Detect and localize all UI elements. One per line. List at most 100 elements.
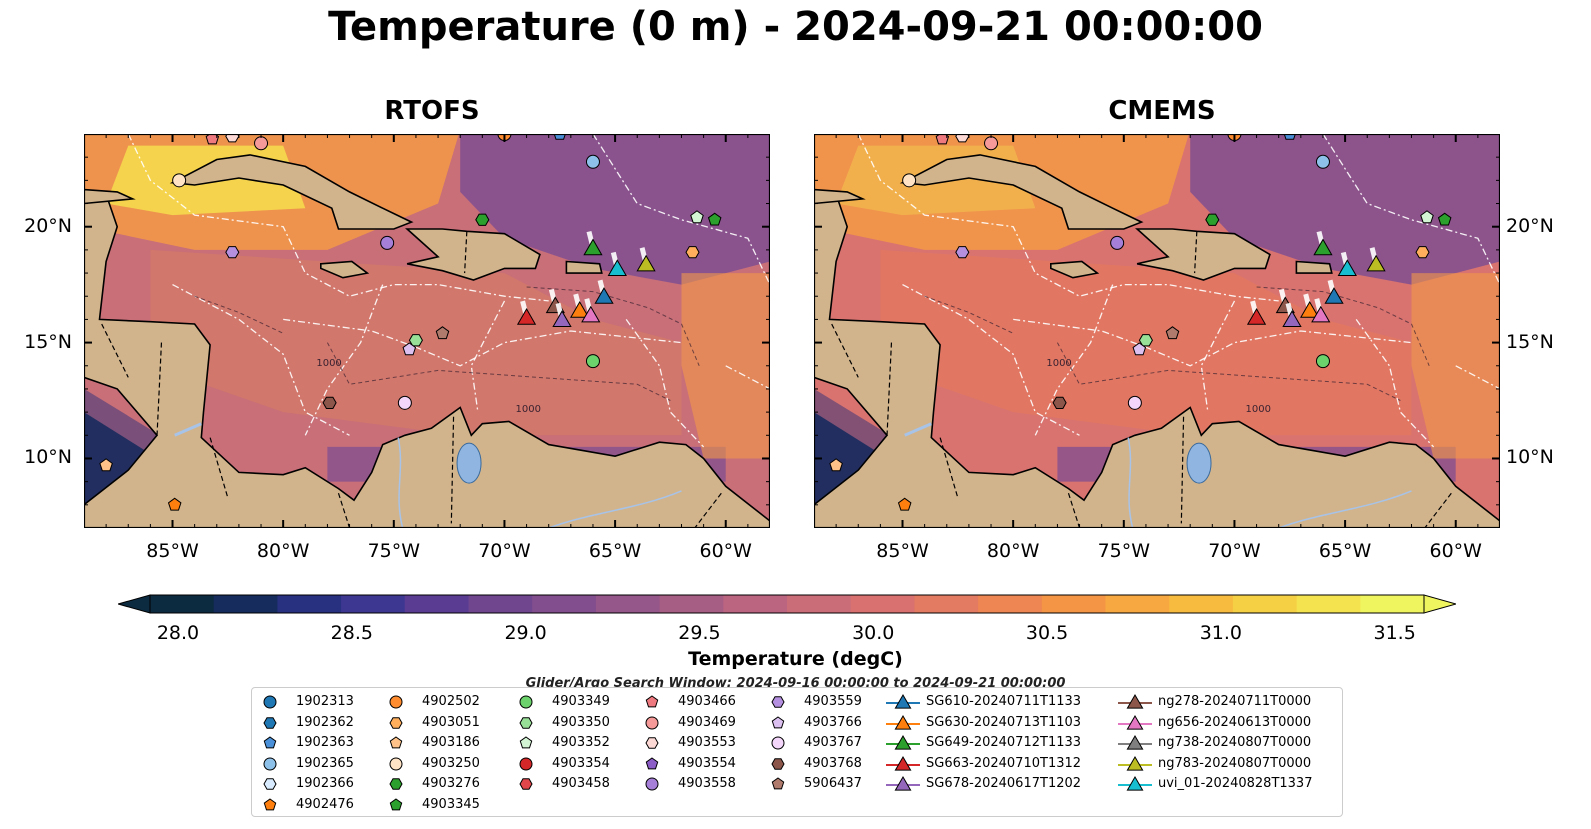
argo-marker-4903051 xyxy=(1415,246,1430,259)
triangle-icon xyxy=(1126,735,1144,750)
x-tick-label: 60°W xyxy=(699,540,752,562)
colorbar-segment xyxy=(1169,595,1234,613)
glider-marker-ng656-20240613T0000 xyxy=(1311,305,1331,323)
colorbar-tick-label: 29.5 xyxy=(678,622,721,644)
legend-label: 4903559 xyxy=(804,694,862,709)
circle-icon xyxy=(645,777,659,791)
hexagon-icon xyxy=(519,716,533,729)
argo-marker-5906437 xyxy=(1165,326,1180,340)
triangle-icon xyxy=(894,694,912,709)
circle-marker-icon xyxy=(389,757,403,771)
x-tick-label: 85°W xyxy=(146,540,199,562)
glider-marker-SG663-20240710T1312 xyxy=(1246,307,1267,325)
legend-label: 1902313 xyxy=(296,694,354,709)
colorbar-extend-min xyxy=(118,594,151,614)
glider-marker-SG678-20240617T1202 xyxy=(552,310,572,327)
colorbar-segment xyxy=(1360,595,1425,613)
hexagon-marker-icon xyxy=(389,778,403,791)
circle-icon xyxy=(519,757,533,771)
argo-marker-4902476 xyxy=(897,497,912,511)
circle-marker-icon xyxy=(519,695,533,709)
circle-marker-icon xyxy=(263,757,277,771)
hexagon-icon xyxy=(263,778,277,791)
pentagon-icon xyxy=(771,715,785,728)
triangle-icon xyxy=(894,755,912,771)
x-tick-label: 70°W xyxy=(478,540,531,562)
argo-marker-4903767 xyxy=(1127,395,1142,410)
argo-marker-4903469 xyxy=(254,136,269,151)
circle-icon xyxy=(263,695,277,709)
triangle-marker-icon xyxy=(1118,755,1152,771)
colorbar-tick-label: 29.0 xyxy=(504,622,547,644)
colorbar-segment xyxy=(1041,595,1107,613)
x-tick-label: 65°W xyxy=(588,540,642,562)
landmass-americas xyxy=(814,191,1500,528)
colorbar-tick-label: 30.0 xyxy=(852,622,895,644)
glider-marker-SG610-20240711T1133 xyxy=(1324,287,1344,304)
contour-label: 1000 xyxy=(516,404,541,415)
colorbar-segment xyxy=(659,595,724,613)
triangle-marker-icon xyxy=(1118,735,1152,750)
pentagon-icon xyxy=(389,798,403,811)
argo-marker-5906437 xyxy=(435,326,450,340)
legend-label: uvi_01-20240828T1337 xyxy=(1158,776,1313,792)
argo-marker-4903768 xyxy=(322,396,337,409)
legend-label: 4903352 xyxy=(552,735,610,751)
legend-label: ng783-20240807T0000 xyxy=(1158,755,1312,771)
legend-label: ng278-20240711T0000 xyxy=(1158,694,1312,709)
legend-label: 4903276 xyxy=(422,776,480,792)
colorbar-tick-label: 28.0 xyxy=(156,622,200,644)
argo-marker-4903349 xyxy=(585,354,600,369)
legend-label: 5906437 xyxy=(804,776,862,792)
contour-label: 1000 xyxy=(316,358,341,369)
colorbar-tick-label: 30.5 xyxy=(1025,622,1069,644)
legend: 1902313 1902362 1902363 1902365 1902366 49024… xyxy=(251,687,1343,817)
legend-label: 4903349 xyxy=(552,694,610,709)
circle-icon xyxy=(389,757,403,771)
triangle-marker-icon xyxy=(886,694,920,709)
pentagon-marker-icon xyxy=(645,695,659,708)
glider-marker-SG678-20240617T1202 xyxy=(1282,310,1302,327)
landmass-yucatan xyxy=(84,134,136,205)
legend-label: 4902502 xyxy=(422,694,480,709)
argo-marker-4903768 xyxy=(1052,396,1067,409)
circle-icon xyxy=(389,695,403,709)
legend-label: 1902366 xyxy=(296,776,354,792)
hexagon-icon xyxy=(389,778,403,791)
triangle-icon xyxy=(1126,714,1144,730)
argo-marker-4903350 xyxy=(408,334,423,347)
argo-marker-1902363 xyxy=(1283,134,1296,140)
argo-marker-4903767 xyxy=(397,395,412,410)
argo-marker-1902363 xyxy=(553,134,566,140)
glider-marker-SG649-20240712T1133 xyxy=(583,238,603,256)
x-tick-label: 75°W xyxy=(367,540,421,562)
colorbar-segment xyxy=(1232,595,1298,613)
map-title-rtofs: RTOFS xyxy=(384,96,480,126)
legend-label: SG630-20240713T1103 xyxy=(926,714,1082,730)
colorbar-segment xyxy=(723,595,788,613)
argo-marker-4903276 xyxy=(1205,213,1220,226)
legend-label: 4903768 xyxy=(804,755,862,771)
landmass-jamaica xyxy=(320,260,370,279)
argo-marker-4903345 xyxy=(707,212,722,226)
colorbar-segment xyxy=(1105,595,1170,613)
circle-marker-icon xyxy=(389,695,403,709)
triangle-icon xyxy=(894,735,912,750)
pentagon-marker-icon xyxy=(645,757,659,770)
x-tick-label: 80°W xyxy=(986,540,1040,562)
contour-label: 1000 xyxy=(1046,358,1071,369)
argo-marker-4903558 xyxy=(380,235,395,250)
argo-marker-4903553 xyxy=(955,134,970,143)
argo-marker-4903352 xyxy=(1420,210,1434,224)
glider-marker-SG630-20240713T1103 xyxy=(1300,301,1320,318)
argo-marker-4903558 xyxy=(1110,235,1125,250)
triangle-icon xyxy=(1126,694,1144,709)
map-title-cmems: CMEMS xyxy=(1108,96,1216,126)
hexagon-icon xyxy=(771,696,785,708)
pentagon-icon xyxy=(519,736,533,749)
landmass-hispaniola xyxy=(405,228,541,281)
hexagon-marker-icon xyxy=(645,737,659,749)
hexagon-marker-icon xyxy=(519,778,533,791)
legend-label: SG678-20240617T1202 xyxy=(926,776,1082,792)
argo-marker-1902365 xyxy=(1315,154,1330,169)
